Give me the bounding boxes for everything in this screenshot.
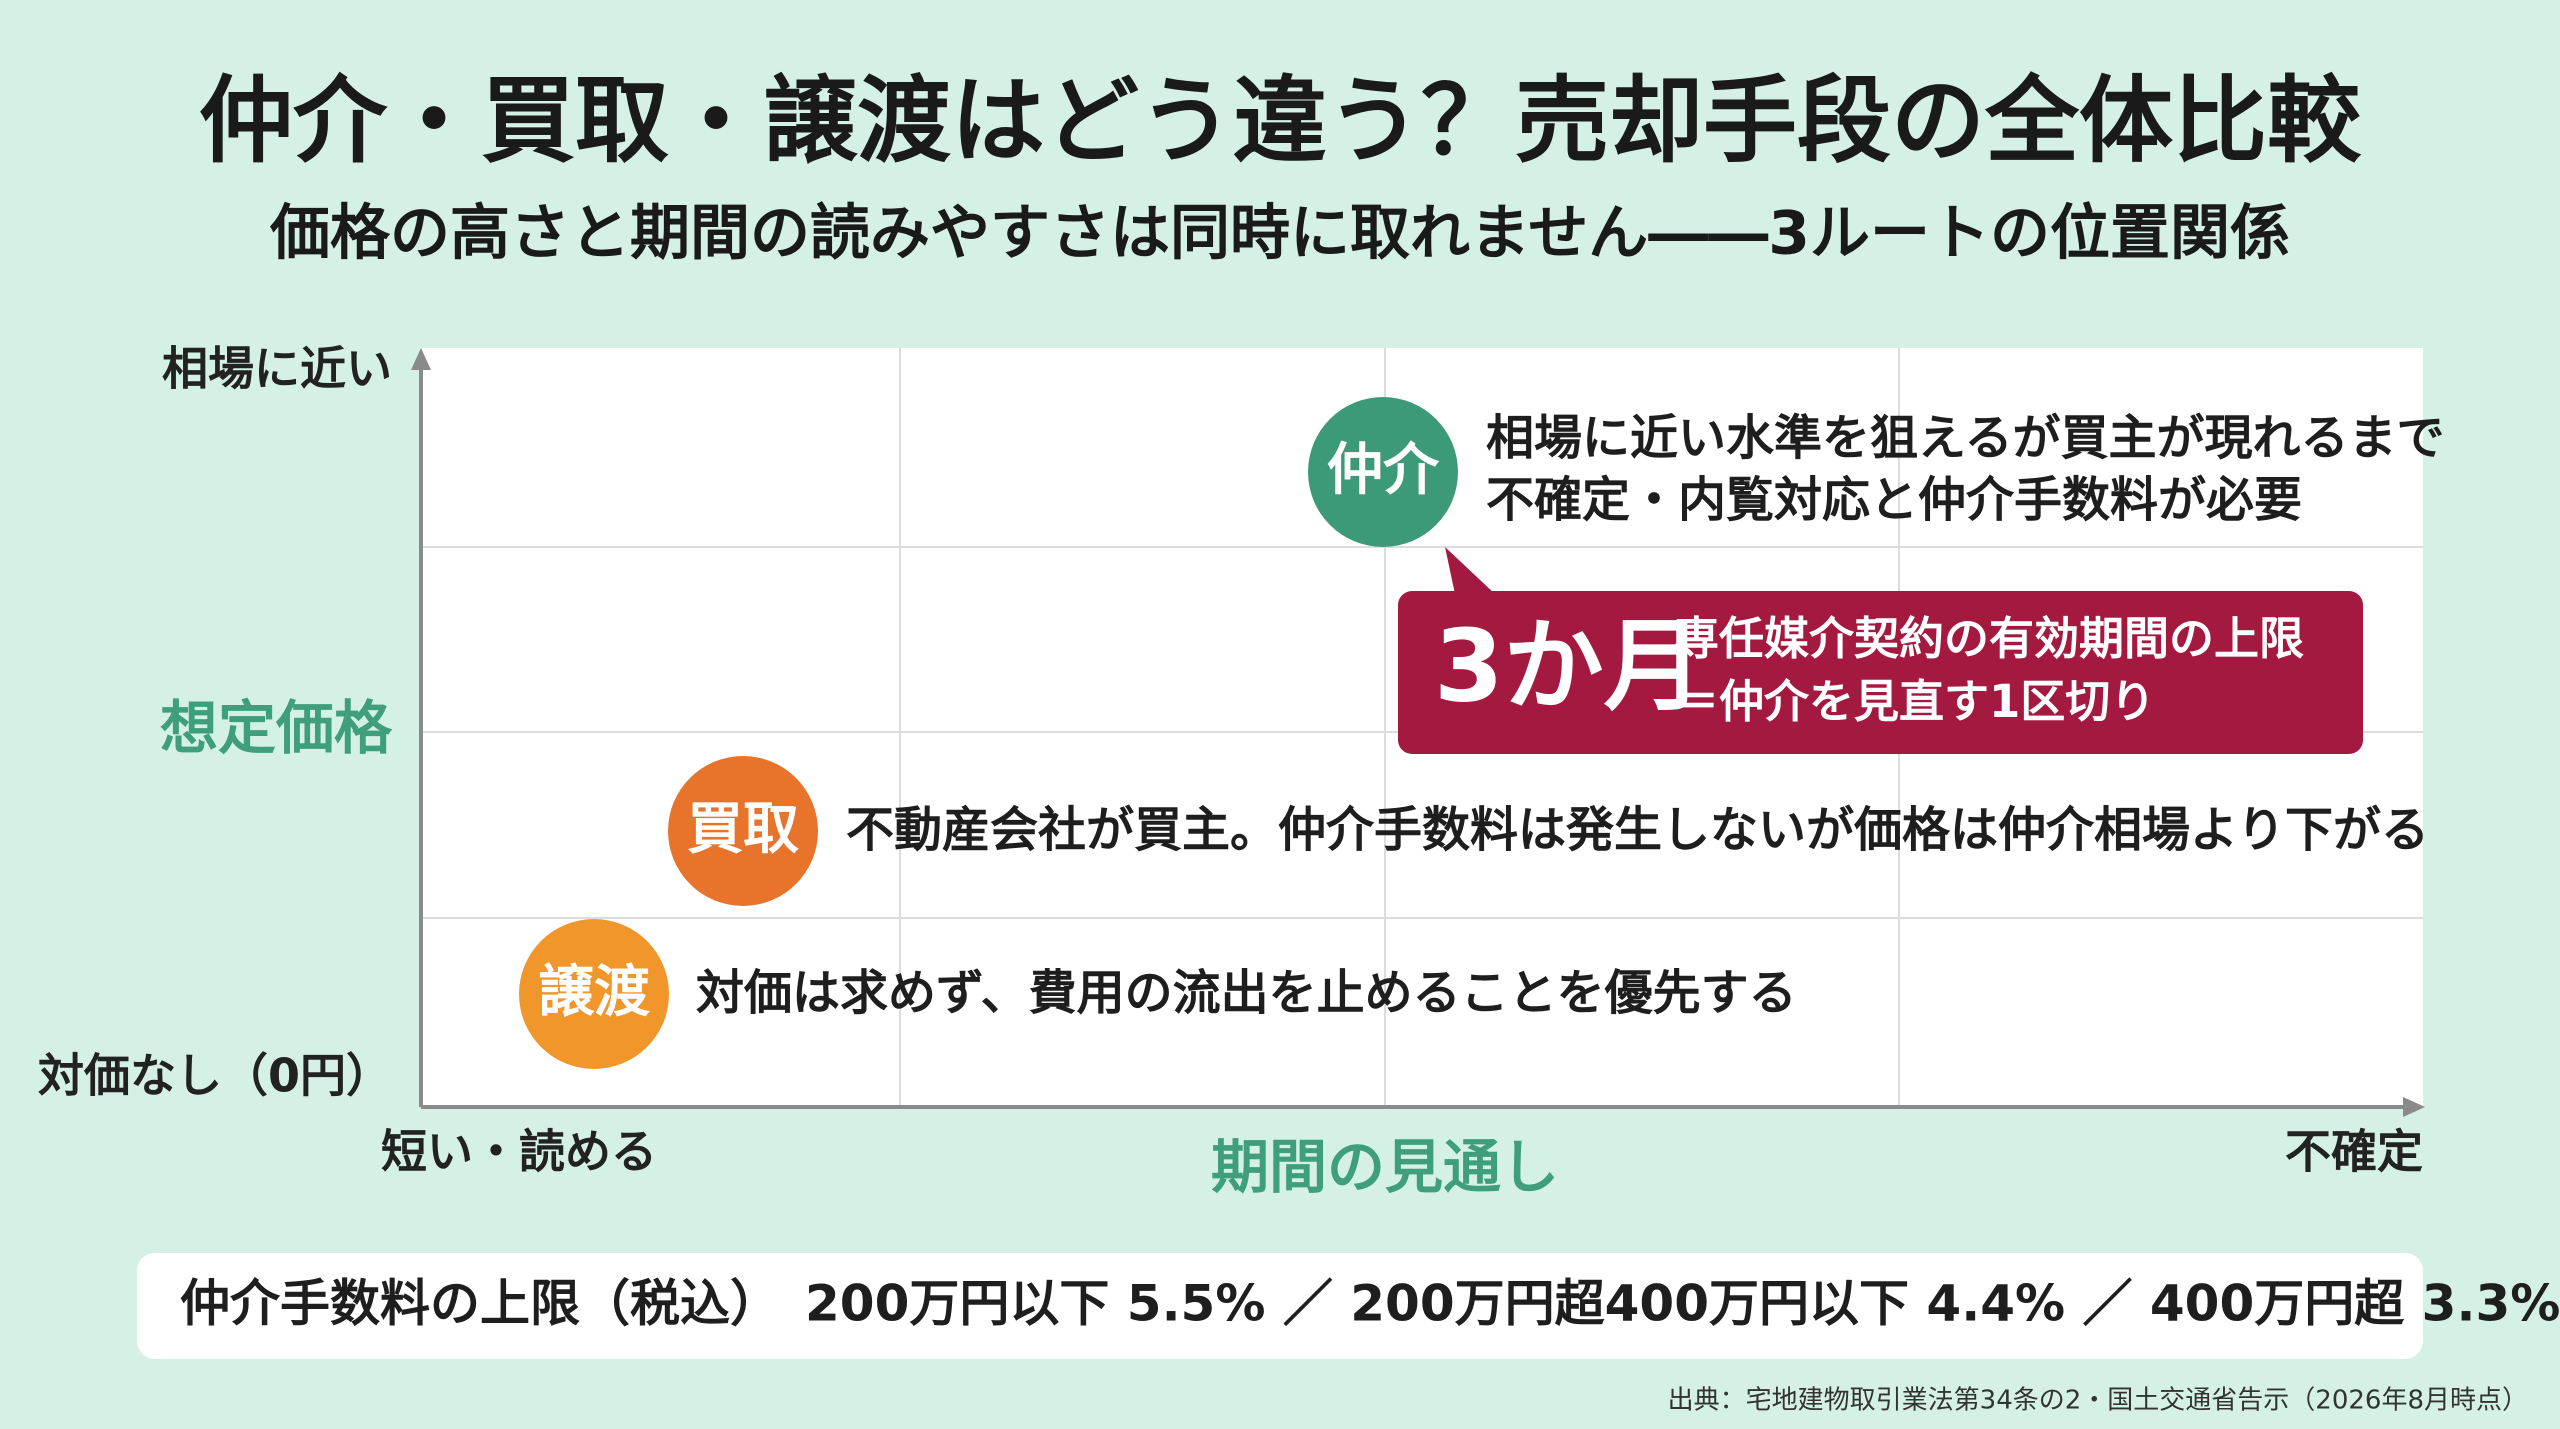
footer-text: 仲介手数料の上限（税込） 200万円以下 5.5% ／ 200万円超400万円以… [180, 1275, 2560, 1333]
route-label: 買取 [687, 797, 799, 862]
route-circle [1308, 397, 1458, 547]
route-label: 仲介 [1327, 438, 1440, 503]
x-label-right: 不確定 [2285, 1125, 2423, 1179]
y-label-top: 相場に近い [162, 342, 392, 396]
source: 出典：宅地建物取引業法第34条の2・国土交通省告示（2026年8月時点） [1668, 1386, 2528, 1416]
callout-line: 専任媒介契約の有効期間の上限 [1674, 612, 2304, 665]
route-description: 不確定・内覧対応と仲介手数料が必要 [1486, 472, 2302, 528]
axes [411, 348, 2425, 1117]
callout-box [1398, 591, 2363, 754]
route-circle [519, 919, 669, 1069]
route-label: 譲渡 [538, 960, 650, 1025]
x-arrow [2403, 1097, 2425, 1117]
title: 仲介・買取・譲渡はどう違う？売却手段の全体比較 [199, 67, 2362, 176]
callout: 3か月 専任媒介契約の有効期間の上限 ＝仲介を見直す1区切り [1398, 547, 2363, 754]
callout-headline: 3か月 [1434, 607, 1704, 724]
y-label-middle: 想定価格 [160, 694, 393, 762]
x-label-left: 短い・読める [381, 1125, 657, 1179]
y-arrow [411, 348, 431, 370]
route-description: 相場に近い水準を狙えるが買主が現れるまで [1486, 410, 2445, 466]
footer-bar [137, 1253, 2423, 1359]
y-label-bottom: 対価なし（0円） [38, 1049, 392, 1103]
routes: 仲介相場に近い水準を狙えるが買主が現れるまで不確定・内覧対応と仲介手数料が必要買… [519, 397, 2445, 1069]
route-description: 不動産会社が買主。仲介手数料は発生しないが価格は仲介相場より下がる [846, 802, 2429, 858]
callout-line: ＝仲介を見直す1区切り [1674, 675, 2155, 728]
subtitle: 価格の高さと期間の読みやすさは同時に取れません――3ルートの位置関係 [269, 199, 2290, 269]
route-circle [668, 756, 818, 906]
route-description: 対価は求めず、費用の流出を止めることを優先する [696, 965, 1797, 1021]
x-label-middle: 期間の見通し [1211, 1133, 1559, 1201]
callout-tail [1445, 547, 1495, 594]
